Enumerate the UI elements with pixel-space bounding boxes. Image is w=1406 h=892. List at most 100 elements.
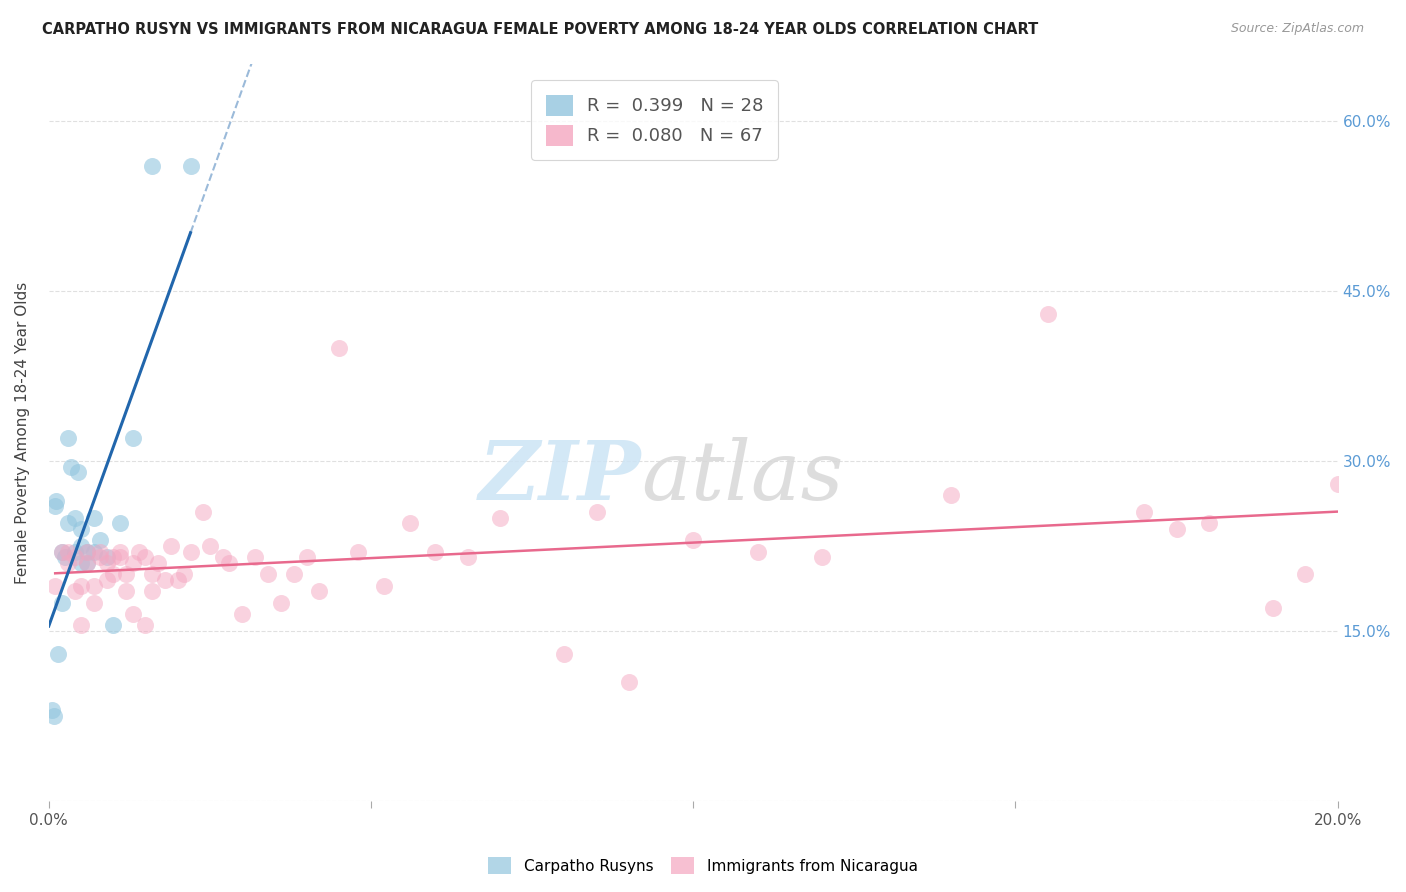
Point xyxy=(1294,567,1316,582)
Point xyxy=(70,618,93,632)
Point xyxy=(108,516,131,531)
Point xyxy=(48,647,70,661)
Point xyxy=(198,539,221,553)
Point xyxy=(44,500,66,514)
Point xyxy=(180,544,202,558)
Point xyxy=(328,341,350,355)
Point xyxy=(1166,522,1188,536)
Point xyxy=(70,539,93,553)
Point xyxy=(121,431,143,445)
Point xyxy=(66,465,89,479)
Text: ZIP: ZIP xyxy=(479,437,641,516)
Point xyxy=(63,584,86,599)
Point xyxy=(1198,516,1220,531)
Point xyxy=(141,567,163,582)
Point xyxy=(89,544,111,558)
Point xyxy=(218,556,240,570)
Point xyxy=(70,522,93,536)
Point xyxy=(89,533,111,548)
Point xyxy=(811,550,834,565)
Point xyxy=(63,544,86,558)
Point xyxy=(148,556,170,570)
Point xyxy=(70,556,93,570)
Point xyxy=(53,550,76,565)
Point xyxy=(489,510,512,524)
Point xyxy=(173,567,195,582)
Point xyxy=(45,493,67,508)
Legend: Carpatho Rusyns, Immigrants from Nicaragua: Carpatho Rusyns, Immigrants from Nicarag… xyxy=(482,851,924,880)
Point xyxy=(108,550,131,565)
Point xyxy=(425,544,447,558)
Point xyxy=(166,573,188,587)
Point xyxy=(141,159,163,173)
Point xyxy=(1036,306,1059,320)
Point xyxy=(51,544,73,558)
Point xyxy=(747,544,769,558)
Point xyxy=(76,556,98,570)
Point xyxy=(83,544,105,558)
Point xyxy=(115,567,138,582)
Point xyxy=(103,567,125,582)
Point xyxy=(231,607,253,621)
Point xyxy=(283,567,305,582)
Point xyxy=(939,488,962,502)
Point xyxy=(56,556,79,570)
Text: CARPATHO RUSYN VS IMMIGRANTS FROM NICARAGUA FEMALE POVERTY AMONG 18-24 YEAR OLDS: CARPATHO RUSYN VS IMMIGRANTS FROM NICARA… xyxy=(42,22,1039,37)
Point xyxy=(243,550,266,565)
Point xyxy=(96,573,118,587)
Point xyxy=(141,584,163,599)
Point xyxy=(1133,505,1156,519)
Point xyxy=(96,556,118,570)
Point xyxy=(457,550,479,565)
Point xyxy=(115,584,138,599)
Legend: R =  0.399   N = 28, R =  0.080   N = 67: R = 0.399 N = 28, R = 0.080 N = 67 xyxy=(531,80,778,160)
Point xyxy=(1326,476,1348,491)
Point xyxy=(83,579,105,593)
Point xyxy=(63,510,86,524)
Point xyxy=(121,607,143,621)
Point xyxy=(44,579,66,593)
Point xyxy=(585,505,607,519)
Point xyxy=(41,703,63,717)
Y-axis label: Female Poverty Among 18-24 Year Olds: Female Poverty Among 18-24 Year Olds xyxy=(15,282,30,583)
Point xyxy=(308,584,330,599)
Point xyxy=(373,579,395,593)
Point xyxy=(83,510,105,524)
Point xyxy=(76,544,98,558)
Point xyxy=(76,556,98,570)
Point xyxy=(553,647,575,661)
Point xyxy=(128,544,150,558)
Point xyxy=(121,556,143,570)
Point xyxy=(42,709,65,723)
Point xyxy=(89,550,111,565)
Point xyxy=(103,618,125,632)
Point xyxy=(51,544,73,558)
Point xyxy=(347,544,370,558)
Point xyxy=(193,505,215,519)
Point xyxy=(153,573,176,587)
Point xyxy=(617,675,640,690)
Point xyxy=(103,550,125,565)
Point xyxy=(257,567,280,582)
Point xyxy=(270,596,292,610)
Point xyxy=(211,550,233,565)
Point xyxy=(83,596,105,610)
Point xyxy=(398,516,420,531)
Point xyxy=(60,459,83,474)
Point xyxy=(63,550,86,565)
Point xyxy=(76,544,98,558)
Point xyxy=(134,550,156,565)
Text: atlas: atlas xyxy=(641,437,844,516)
Point xyxy=(108,544,131,558)
Point xyxy=(96,550,118,565)
Point xyxy=(70,579,93,593)
Point xyxy=(51,596,73,610)
Text: Source: ZipAtlas.com: Source: ZipAtlas.com xyxy=(1230,22,1364,36)
Point xyxy=(56,431,79,445)
Point xyxy=(682,533,704,548)
Point xyxy=(134,618,156,632)
Point xyxy=(295,550,318,565)
Point xyxy=(1263,601,1285,615)
Point xyxy=(56,516,79,531)
Point xyxy=(56,544,79,558)
